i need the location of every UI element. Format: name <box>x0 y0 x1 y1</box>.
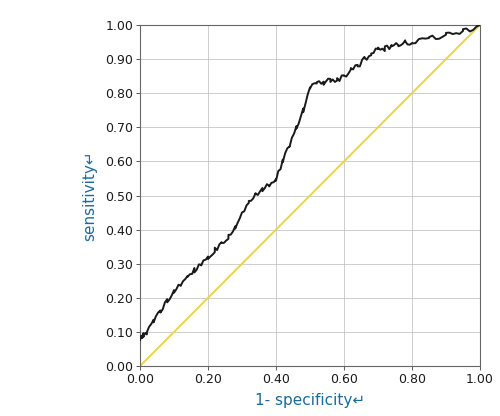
X-axis label: 1- specificity↵: 1- specificity↵ <box>255 393 365 408</box>
Y-axis label: sensitivity↵: sensitivity↵ <box>82 150 96 241</box>
